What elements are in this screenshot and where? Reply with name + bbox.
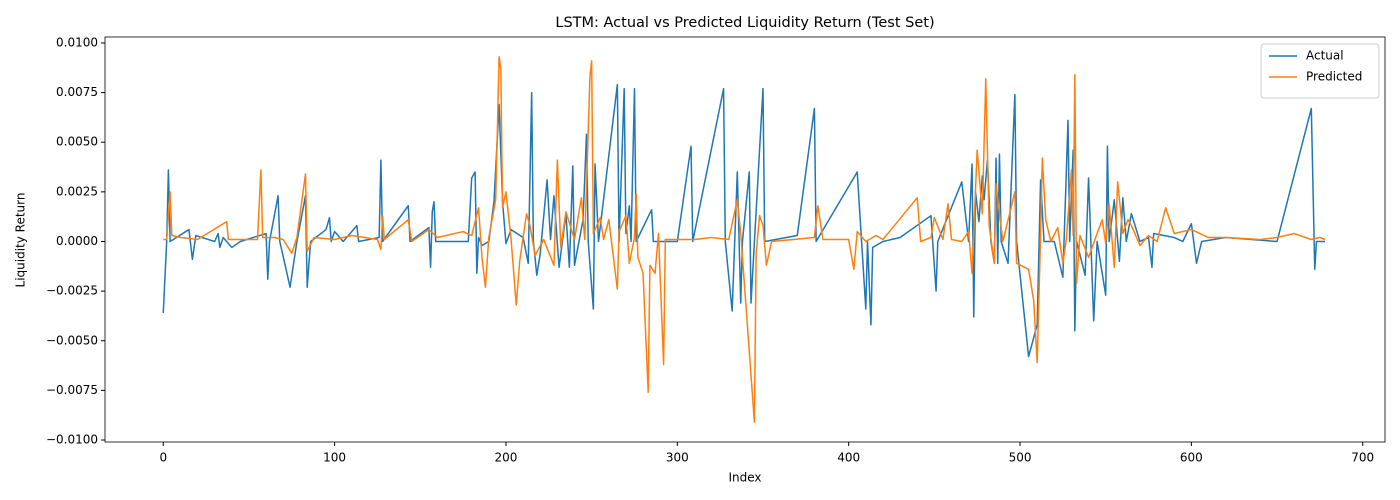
x-tick-label: 0 [159, 451, 167, 465]
y-tick-label: 0.0025 [56, 184, 98, 198]
chart-title: LSTM: Actual vs Predicted Liquidity Retu… [555, 15, 934, 31]
y-tick-label: 0.0050 [56, 135, 98, 149]
y-tick-label: −0.0100 [46, 433, 98, 447]
plot-frame [104, 36, 1386, 443]
x-tick-label: 200 [495, 451, 518, 465]
y-tick-label: −0.0075 [46, 383, 98, 397]
x-tick-label: 700 [1351, 451, 1374, 465]
y-tick-label: 0.0075 [56, 85, 98, 99]
y-tick-label: −0.0050 [46, 333, 98, 347]
legend-label: Actual [1306, 49, 1344, 63]
x-tick-label: 500 [1009, 451, 1032, 465]
legend-box [1260, 43, 1380, 99]
data-line [163, 56, 1326, 423]
y-tick-label: 0.0100 [56, 35, 98, 49]
x-axis-label: Index [728, 471, 761, 485]
x-tick-label: 400 [837, 451, 860, 465]
x-tick-label: 100 [323, 451, 346, 465]
y-axis-label: Liquidity Return [14, 193, 28, 288]
x-tick-label: 600 [1180, 451, 1203, 465]
x-tick-label: 300 [666, 451, 689, 465]
y-tick-label: 0.0000 [56, 234, 98, 248]
legend-label: Predicted [1306, 70, 1362, 84]
y-tick-label: −0.0025 [46, 284, 98, 298]
